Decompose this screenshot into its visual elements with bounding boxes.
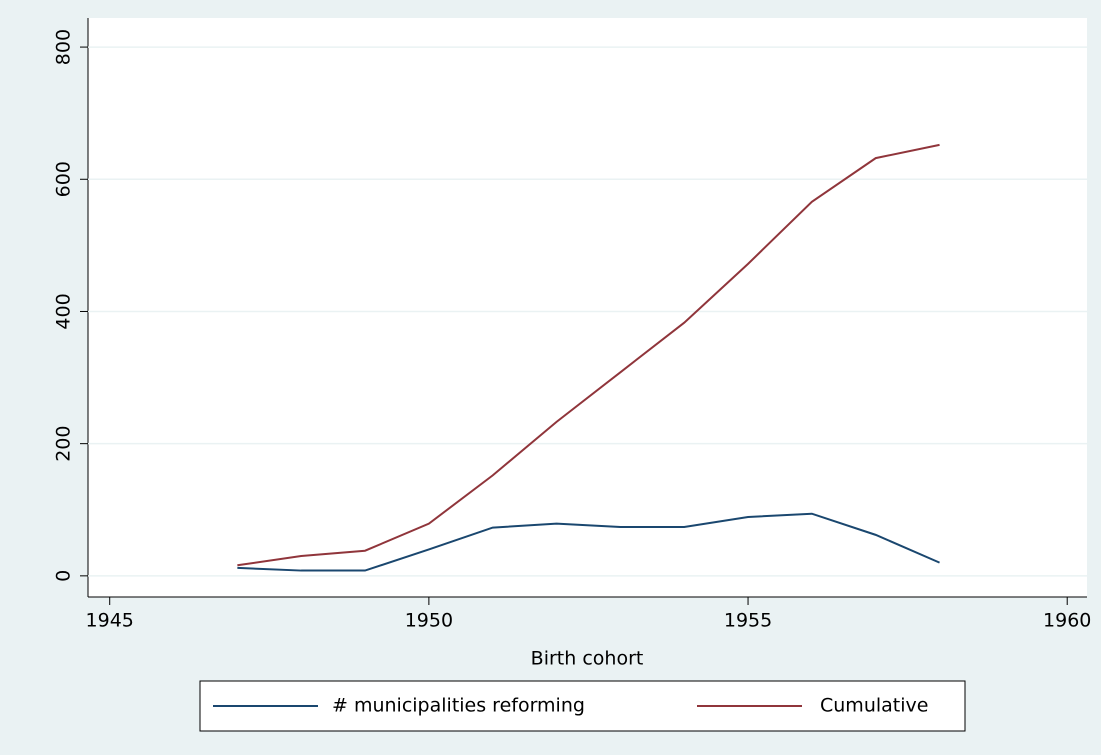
y-tick-label: 400 (53, 293, 75, 329)
y-tick-label: 600 (53, 161, 75, 197)
legend (199, 680, 966, 732)
x-tick-label: 1955 (724, 610, 772, 632)
y-tick-label: 0 (53, 570, 75, 582)
y-tick-label: 800 (53, 29, 75, 65)
x-tick-label: 1945 (86, 610, 134, 632)
x-tick-label: 1960 (1043, 610, 1091, 632)
x-axis-label: Birth cohort (531, 648, 644, 670)
x-tick-label: 1950 (405, 610, 453, 632)
legend-label: Cumulative (820, 695, 928, 717)
legend-label: # municipalities reforming (332, 695, 585, 717)
series-line (237, 143, 940, 567)
series-line (237, 512, 940, 572)
y-tick-label: 200 (53, 426, 75, 462)
plot-area (88, 18, 1087, 597)
